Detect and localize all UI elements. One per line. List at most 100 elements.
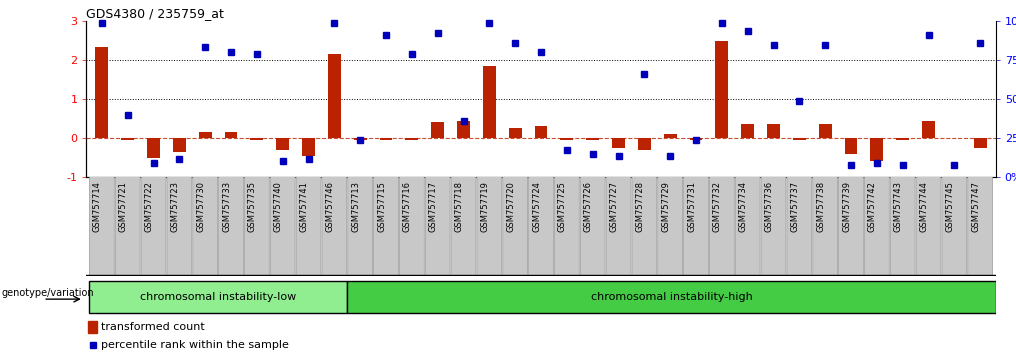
FancyBboxPatch shape bbox=[838, 175, 864, 278]
FancyBboxPatch shape bbox=[347, 175, 373, 278]
Text: GSM757746: GSM757746 bbox=[325, 181, 334, 232]
Bar bbox=[173, 138, 186, 152]
Bar bbox=[225, 132, 238, 138]
Bar bbox=[380, 138, 392, 140]
Text: GSM757730: GSM757730 bbox=[196, 181, 205, 232]
FancyBboxPatch shape bbox=[296, 175, 321, 278]
FancyBboxPatch shape bbox=[968, 175, 993, 278]
FancyBboxPatch shape bbox=[374, 175, 398, 278]
Text: transformed count: transformed count bbox=[101, 322, 204, 332]
Bar bbox=[89, 281, 347, 313]
Text: GSM757744: GSM757744 bbox=[919, 181, 929, 232]
Text: GSM757729: GSM757729 bbox=[661, 181, 671, 232]
Text: GSM757725: GSM757725 bbox=[558, 181, 567, 232]
FancyBboxPatch shape bbox=[503, 175, 527, 278]
Bar bbox=[923, 120, 935, 138]
Text: genotype/variation: genotype/variation bbox=[2, 288, 94, 298]
Text: GSM757747: GSM757747 bbox=[971, 181, 980, 232]
Text: GSM757727: GSM757727 bbox=[610, 181, 619, 232]
Text: GSM757743: GSM757743 bbox=[894, 181, 902, 232]
Text: GSM757714: GSM757714 bbox=[92, 181, 102, 232]
Bar bbox=[405, 138, 419, 140]
FancyBboxPatch shape bbox=[477, 175, 502, 278]
FancyBboxPatch shape bbox=[942, 175, 967, 278]
FancyBboxPatch shape bbox=[167, 175, 192, 278]
FancyBboxPatch shape bbox=[709, 175, 735, 278]
Text: GSM757741: GSM757741 bbox=[300, 181, 309, 232]
FancyBboxPatch shape bbox=[555, 175, 579, 278]
Bar bbox=[347, 281, 996, 313]
FancyBboxPatch shape bbox=[916, 175, 941, 278]
Text: GSM757734: GSM757734 bbox=[739, 181, 748, 232]
Bar bbox=[663, 134, 677, 138]
Text: GSM757735: GSM757735 bbox=[248, 181, 257, 232]
FancyBboxPatch shape bbox=[451, 175, 475, 278]
Text: GSM757726: GSM757726 bbox=[583, 181, 592, 232]
Text: GSM757716: GSM757716 bbox=[403, 181, 411, 232]
Bar bbox=[767, 125, 780, 138]
Text: GSM757718: GSM757718 bbox=[454, 181, 463, 232]
FancyBboxPatch shape bbox=[218, 175, 244, 278]
FancyBboxPatch shape bbox=[657, 175, 683, 278]
FancyBboxPatch shape bbox=[607, 175, 631, 278]
Text: GSM757742: GSM757742 bbox=[868, 181, 877, 232]
Bar bbox=[715, 41, 728, 138]
Text: GSM757732: GSM757732 bbox=[713, 181, 721, 232]
Text: chromosomal instability-high: chromosomal instability-high bbox=[590, 292, 753, 302]
Bar bbox=[638, 138, 651, 150]
Text: GSM757738: GSM757738 bbox=[816, 181, 825, 232]
FancyBboxPatch shape bbox=[399, 175, 425, 278]
Bar bbox=[896, 138, 909, 140]
FancyBboxPatch shape bbox=[141, 175, 166, 278]
Text: GSM757737: GSM757737 bbox=[790, 181, 800, 232]
Text: chromosomal instability-low: chromosomal instability-low bbox=[140, 292, 297, 302]
Text: GSM757713: GSM757713 bbox=[352, 181, 361, 232]
Bar bbox=[354, 138, 367, 140]
FancyBboxPatch shape bbox=[89, 175, 114, 278]
Bar bbox=[612, 138, 625, 148]
Bar bbox=[742, 125, 754, 138]
Bar bbox=[561, 138, 573, 140]
FancyBboxPatch shape bbox=[632, 175, 656, 278]
Text: GSM757721: GSM757721 bbox=[119, 181, 128, 232]
FancyBboxPatch shape bbox=[245, 175, 269, 278]
Bar bbox=[819, 125, 832, 138]
Text: GSM757733: GSM757733 bbox=[223, 181, 231, 232]
Text: GSM757728: GSM757728 bbox=[635, 181, 644, 232]
Bar bbox=[690, 138, 702, 140]
FancyBboxPatch shape bbox=[322, 175, 346, 278]
FancyBboxPatch shape bbox=[890, 175, 915, 278]
Text: GSM757731: GSM757731 bbox=[687, 181, 696, 232]
Text: percentile rank within the sample: percentile rank within the sample bbox=[101, 341, 289, 350]
Bar bbox=[276, 138, 290, 150]
Text: GSM757722: GSM757722 bbox=[144, 181, 153, 232]
FancyBboxPatch shape bbox=[115, 175, 140, 278]
Bar bbox=[483, 66, 496, 138]
Bar bbox=[586, 138, 599, 140]
Bar bbox=[121, 138, 134, 140]
Bar bbox=[844, 138, 858, 154]
Text: GSM757736: GSM757736 bbox=[764, 181, 773, 232]
FancyBboxPatch shape bbox=[580, 175, 606, 278]
FancyBboxPatch shape bbox=[787, 175, 812, 278]
Bar bbox=[973, 138, 987, 148]
Text: GSM757715: GSM757715 bbox=[377, 181, 386, 232]
FancyBboxPatch shape bbox=[684, 175, 708, 278]
FancyBboxPatch shape bbox=[865, 175, 889, 278]
FancyBboxPatch shape bbox=[426, 175, 450, 278]
Text: GSM757745: GSM757745 bbox=[945, 181, 954, 232]
Bar bbox=[534, 126, 548, 138]
FancyBboxPatch shape bbox=[736, 175, 760, 278]
Bar bbox=[199, 132, 211, 138]
Text: GSM757720: GSM757720 bbox=[506, 181, 515, 232]
Bar bbox=[88, 321, 98, 333]
Text: GSM757740: GSM757740 bbox=[273, 181, 282, 232]
Bar bbox=[328, 54, 340, 138]
FancyBboxPatch shape bbox=[761, 175, 786, 278]
Bar bbox=[147, 138, 160, 158]
Bar bbox=[96, 46, 109, 138]
Text: GSM757724: GSM757724 bbox=[532, 181, 541, 232]
Bar bbox=[871, 138, 883, 161]
Text: GSM757739: GSM757739 bbox=[842, 181, 851, 232]
FancyBboxPatch shape bbox=[270, 175, 295, 278]
